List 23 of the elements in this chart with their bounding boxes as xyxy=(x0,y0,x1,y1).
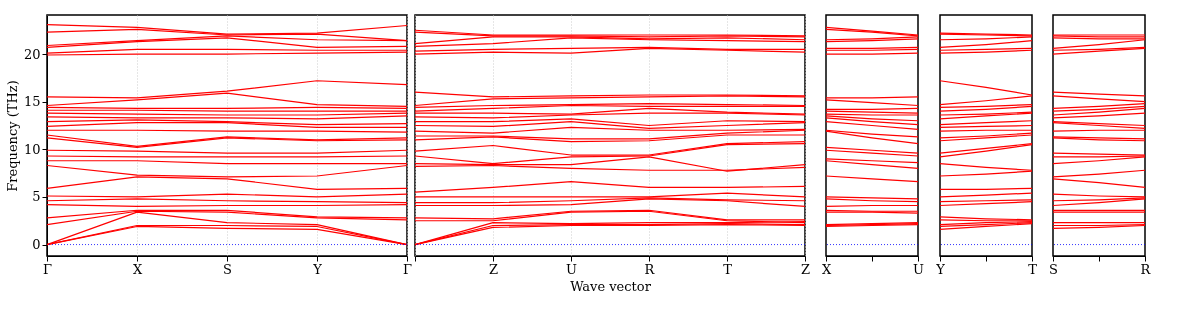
x-tick-label: Z xyxy=(488,261,499,277)
x-tick-label: R xyxy=(1140,261,1152,277)
x-tick-label: U xyxy=(566,261,578,277)
x-tick-label: X xyxy=(132,261,143,277)
x-tick-label: Y xyxy=(935,261,946,277)
y-tick-label: 20 xyxy=(23,46,41,62)
x-tick-label: X xyxy=(821,261,832,277)
x-tick-label: S xyxy=(223,261,232,277)
x-tick-label: Y xyxy=(312,261,323,277)
x-tick-label: Z xyxy=(800,261,811,277)
x-tick-label: T xyxy=(723,261,733,277)
y-tick-label: 0 xyxy=(32,237,41,253)
x-axis-title: Wave vector xyxy=(570,278,652,294)
x-tick-label: R xyxy=(644,261,656,277)
x-tick-label: Γ xyxy=(402,261,413,277)
y-axis-title: Frequency (THz) xyxy=(4,80,20,192)
x-tick-label: T xyxy=(1028,261,1038,277)
y-tick-label: 5 xyxy=(32,189,41,205)
x-tick-label: Γ xyxy=(42,261,53,277)
x-tick-label: U xyxy=(913,261,925,277)
y-tick-label: 10 xyxy=(23,141,41,157)
x-tick-label: S xyxy=(1049,261,1058,277)
y-tick-label: 15 xyxy=(23,94,41,110)
